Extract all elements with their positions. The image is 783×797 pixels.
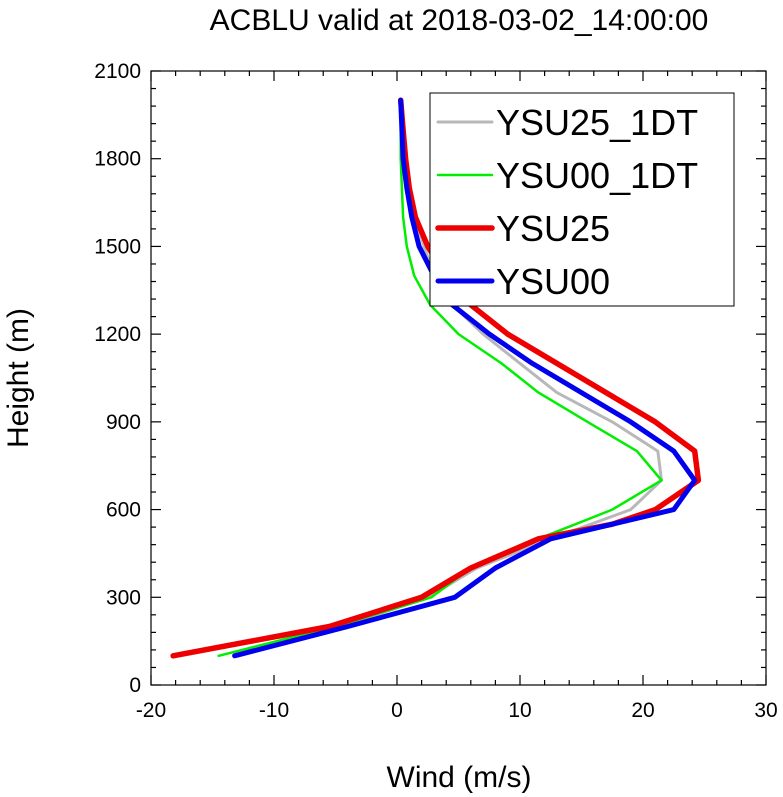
legend-label: YSU25_1DT	[496, 102, 698, 143]
legend-label: YSU25	[496, 208, 610, 249]
legend: YSU25_1DT YSU00_1DT YSU25 YSU00	[429, 92, 735, 307]
x-tick-label: 30	[754, 699, 777, 722]
legend-box	[429, 92, 735, 307]
y-tick-label: 1500	[94, 235, 141, 258]
chart-title: ACBLU valid at 2018-03-02_14:00:00	[210, 4, 709, 37]
series-line-ysu25	[170, 97, 702, 659]
x-axis-label: Wind (m/s)	[387, 761, 532, 794]
y-axis-label: Height (m)	[2, 308, 35, 448]
plot-frame	[150, 70, 767, 686]
plot-lines	[170, 97, 702, 659]
x-tick-label: 10	[508, 699, 531, 722]
x-tick-label: -10	[259, 699, 289, 722]
x-tick-label: -20	[136, 699, 166, 722]
y-tick-label: 1800	[94, 148, 141, 171]
y-tick-label: 600	[106, 499, 141, 522]
y-tick-label: 1200	[94, 323, 141, 346]
x-tick-label: 20	[631, 699, 654, 722]
y-tick-label: 2100	[94, 60, 141, 83]
series-line-ysu00	[232, 97, 698, 659]
y-tick-label: 300	[106, 586, 141, 609]
x-tick-label: 0	[391, 699, 403, 722]
legend-label: YSU00_1DT	[496, 155, 698, 196]
legend-label: YSU00	[496, 261, 610, 302]
y-tick-label: 900	[106, 411, 141, 434]
y-tick-label: 0	[129, 674, 141, 697]
